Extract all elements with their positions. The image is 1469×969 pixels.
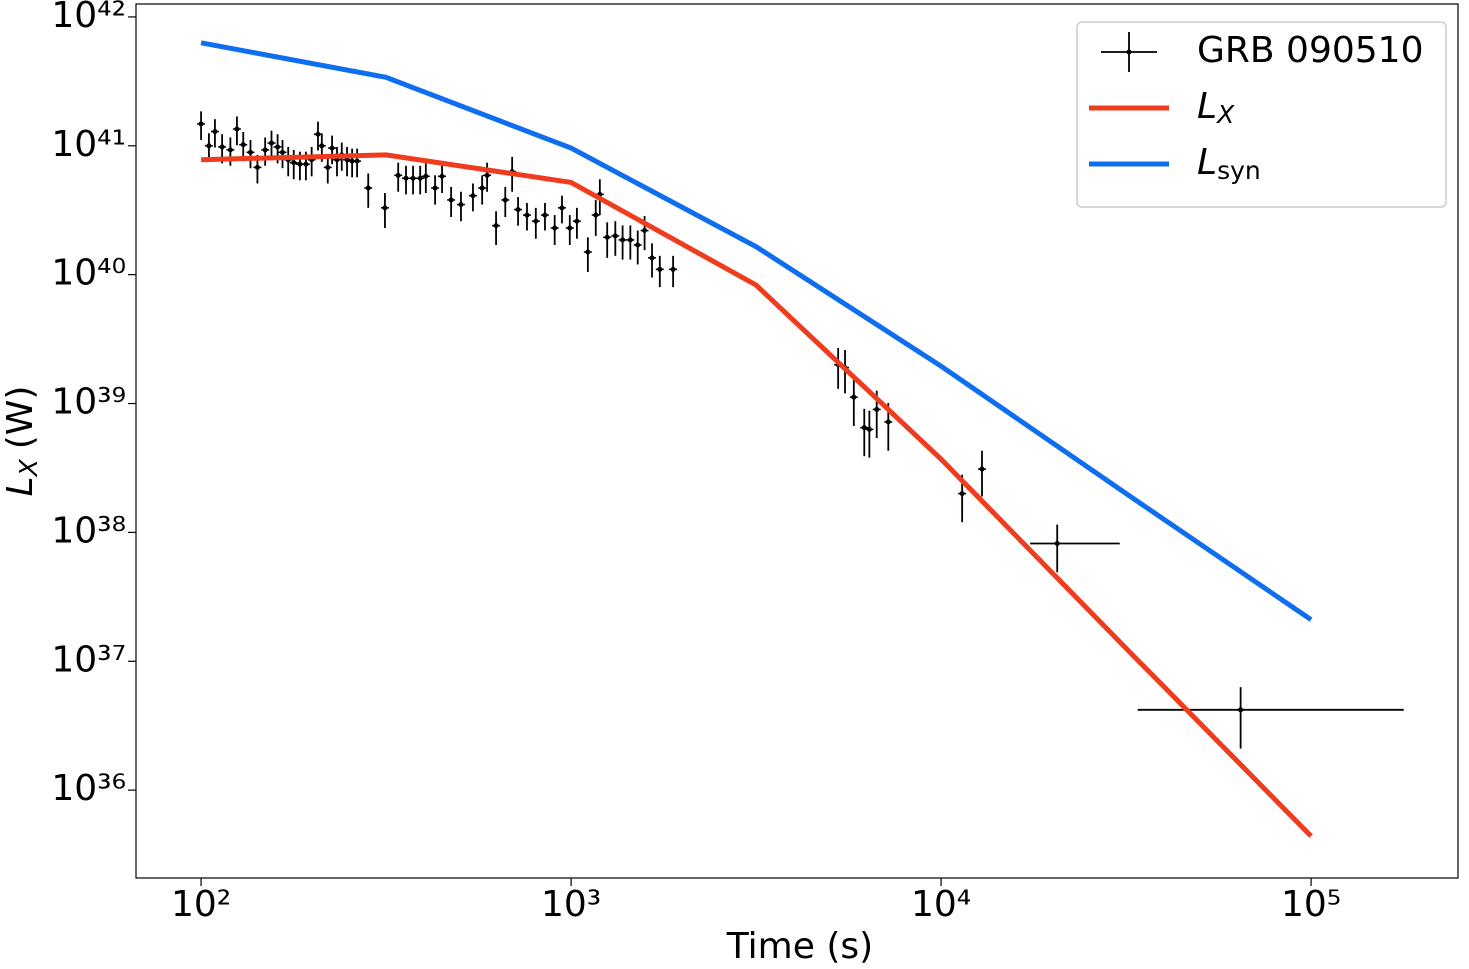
data-point bbox=[329, 145, 335, 151]
data-point bbox=[1054, 540, 1060, 546]
data-point bbox=[262, 147, 268, 153]
y-tick-label: 10³⁶ bbox=[51, 768, 126, 809]
data-point bbox=[493, 223, 499, 229]
data-point bbox=[649, 255, 655, 261]
data-point bbox=[657, 266, 663, 272]
legend-label-sub: syn bbox=[1217, 156, 1261, 185]
legend-label: Lsyn bbox=[1197, 142, 1261, 185]
data-point bbox=[515, 207, 521, 213]
data-point bbox=[212, 129, 218, 135]
y-tick-label: 10³⁸ bbox=[51, 510, 126, 551]
data-point bbox=[234, 126, 240, 132]
legend-box bbox=[1076, 21, 1447, 208]
legend-label: GRB 090510 bbox=[1197, 30, 1423, 71]
data-point bbox=[959, 491, 965, 497]
y-tick-label: 10³⁹ bbox=[51, 382, 126, 423]
y-tick-label: 10⁴⁰ bbox=[51, 253, 126, 294]
legend-marker bbox=[1126, 49, 1132, 55]
y-axis-label-sub: X bbox=[14, 458, 43, 478]
data-point bbox=[432, 185, 438, 191]
data-point bbox=[874, 406, 880, 412]
y-axis-label: LX (W) bbox=[0, 386, 43, 497]
y-axis-label-unit: (W) bbox=[0, 386, 41, 450]
data-point bbox=[280, 149, 286, 155]
data-point bbox=[319, 143, 325, 149]
model-line bbox=[201, 152, 1313, 838]
data-point bbox=[574, 218, 580, 224]
y-tick-label: 10³⁷ bbox=[51, 639, 126, 680]
data-point bbox=[349, 158, 355, 164]
data-point bbox=[533, 218, 539, 224]
data-point bbox=[524, 212, 530, 218]
legend-label-sub: X bbox=[1215, 100, 1235, 129]
data-point bbox=[315, 131, 321, 137]
legend-label-main: L bbox=[1197, 86, 1217, 127]
data-point bbox=[365, 185, 371, 191]
plot-frame bbox=[135, 3, 1459, 879]
data-point bbox=[470, 193, 476, 199]
data-point bbox=[552, 225, 558, 231]
data-point bbox=[502, 197, 508, 203]
y-tick-label: 10⁴¹ bbox=[51, 124, 126, 165]
data-point bbox=[275, 144, 281, 150]
data-point bbox=[303, 161, 309, 167]
data-point bbox=[979, 466, 985, 472]
data-point bbox=[635, 242, 641, 248]
x-tick-label: 10³ bbox=[541, 884, 601, 925]
data-point bbox=[479, 185, 485, 191]
data-point bbox=[627, 237, 633, 243]
data-point bbox=[297, 161, 303, 167]
data-point bbox=[403, 175, 409, 181]
data-point bbox=[219, 144, 225, 150]
data-point bbox=[227, 147, 233, 153]
data-point bbox=[247, 149, 253, 155]
data-point bbox=[382, 205, 388, 211]
data-point bbox=[567, 225, 573, 231]
y-tick-label: 10⁴² bbox=[51, 0, 126, 36]
model-line bbox=[200, 40, 1313, 622]
data-point bbox=[670, 266, 676, 272]
data-point bbox=[254, 164, 260, 170]
data-point bbox=[620, 237, 626, 243]
data-point bbox=[206, 143, 212, 149]
data-point bbox=[851, 394, 857, 400]
data-point bbox=[458, 202, 464, 208]
legend-label: LX bbox=[1197, 86, 1235, 129]
data-point bbox=[885, 419, 891, 425]
data-point bbox=[395, 172, 401, 178]
data-point bbox=[585, 249, 591, 255]
y-axis-label-main: L bbox=[0, 476, 41, 496]
data-point bbox=[593, 212, 599, 218]
data-point bbox=[604, 234, 610, 240]
x-tick-label: 10⁵ bbox=[1281, 884, 1341, 925]
legend-label-main: L bbox=[1197, 142, 1217, 183]
data-point bbox=[198, 121, 204, 127]
data-point bbox=[268, 140, 274, 146]
data-point bbox=[439, 173, 445, 179]
data-point bbox=[354, 158, 360, 164]
data-point bbox=[1238, 707, 1244, 713]
data-point bbox=[325, 164, 331, 170]
data-point bbox=[448, 197, 454, 203]
x-tick-label: 10⁴ bbox=[911, 884, 971, 925]
data-point bbox=[642, 228, 648, 234]
data-point bbox=[423, 173, 429, 179]
data-point bbox=[542, 212, 548, 218]
data-point bbox=[866, 426, 872, 432]
data-point bbox=[559, 205, 565, 211]
data-point bbox=[240, 142, 246, 148]
data-point bbox=[410, 175, 416, 181]
x-tick-label: 10² bbox=[171, 884, 231, 925]
data-point bbox=[612, 233, 618, 239]
data-point bbox=[484, 172, 490, 178]
data-point bbox=[417, 175, 423, 181]
data-point bbox=[291, 160, 297, 166]
x-axis-label: Time (s) bbox=[726, 926, 873, 967]
